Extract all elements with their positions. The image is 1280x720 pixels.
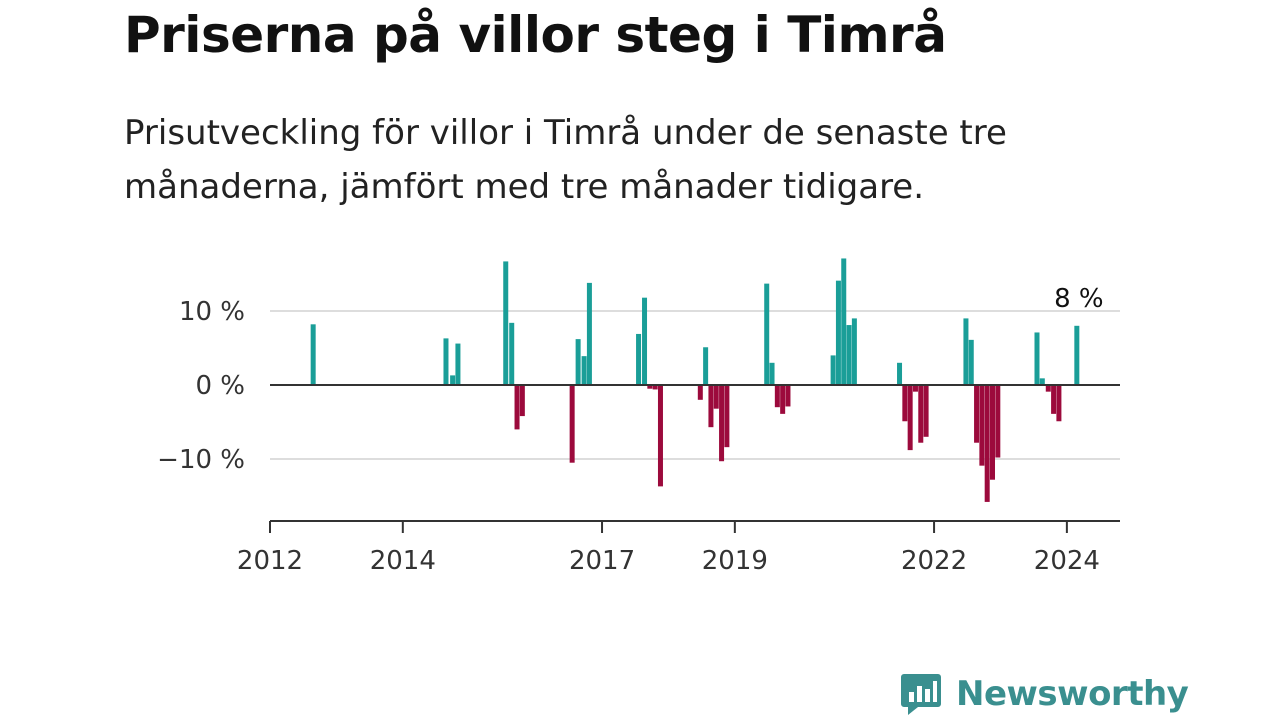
bar <box>569 385 575 463</box>
bar <box>642 297 648 385</box>
bar <box>455 343 461 385</box>
labels: 10 % 0 % −10 % 2012 2014 2017 2019 2022 2024 8 % <box>157 284 1103 576</box>
bar <box>769 362 775 385</box>
bar <box>907 385 913 451</box>
bar <box>450 375 456 385</box>
y-tick-label: 10 % <box>179 297 245 327</box>
bar <box>968 339 974 385</box>
bar <box>443 338 449 385</box>
bar <box>724 385 730 448</box>
bar <box>703 347 709 385</box>
bar <box>902 385 908 422</box>
bar <box>990 385 995 480</box>
x-tick-label: 2019 <box>702 546 768 576</box>
logo-text: Newsworthy <box>956 674 1189 714</box>
newsworthy-logo: Newsworthy <box>900 670 1189 718</box>
bar <box>918 385 924 443</box>
bar <box>1039 378 1045 385</box>
x-tick-label: 2012 <box>237 546 303 576</box>
bar <box>963 318 969 385</box>
bar <box>719 385 725 462</box>
bar <box>923 385 929 437</box>
axes <box>269 384 1120 533</box>
bar <box>697 385 703 400</box>
bar <box>581 356 587 385</box>
bar <box>1074 325 1080 385</box>
bar <box>514 385 520 430</box>
bar <box>897 362 903 385</box>
bar <box>509 322 515 385</box>
bar <box>764 283 770 385</box>
bar <box>774 385 780 408</box>
x-tick-label: 2022 <box>901 546 967 576</box>
bars <box>310 258 1080 502</box>
bar-chart-speech-icon <box>901 674 941 715</box>
bar <box>979 385 985 466</box>
y-tick-label: 0 % <box>195 371 245 401</box>
bar <box>708 385 714 428</box>
bar <box>503 261 509 385</box>
bar <box>974 385 980 443</box>
bar <box>912 385 918 392</box>
bar <box>652 385 658 390</box>
latest-value-annotation: 8 % <box>1054 284 1104 314</box>
bar <box>835 280 841 385</box>
y-tick-label: −10 % <box>157 445 245 475</box>
bar <box>846 325 852 385</box>
bar <box>310 324 316 385</box>
bar <box>995 385 1001 458</box>
chart-subtitle: Prisutveckling för villor i Timrå under … <box>124 113 1007 207</box>
bar <box>1045 385 1051 392</box>
bar <box>636 333 642 385</box>
bar <box>984 385 990 502</box>
bar <box>1056 385 1062 422</box>
chart-title: Priserna på villor steg i Timrå <box>124 6 947 64</box>
bar <box>841 258 847 385</box>
bar <box>575 339 581 385</box>
bar <box>1051 385 1057 414</box>
bar <box>851 318 857 385</box>
bar <box>830 355 836 385</box>
x-tick-label: 2014 <box>370 546 436 576</box>
bar <box>1034 332 1040 385</box>
grid-lines <box>270 310 1120 460</box>
bar <box>713 385 719 409</box>
bar <box>586 282 592 385</box>
x-tick-label: 2024 <box>1034 546 1100 576</box>
bar <box>519 385 525 417</box>
bar <box>657 385 663 487</box>
bar <box>785 385 791 407</box>
bar <box>647 385 653 389</box>
x-tick-label: 2017 <box>569 546 635 576</box>
bar <box>780 385 786 414</box>
